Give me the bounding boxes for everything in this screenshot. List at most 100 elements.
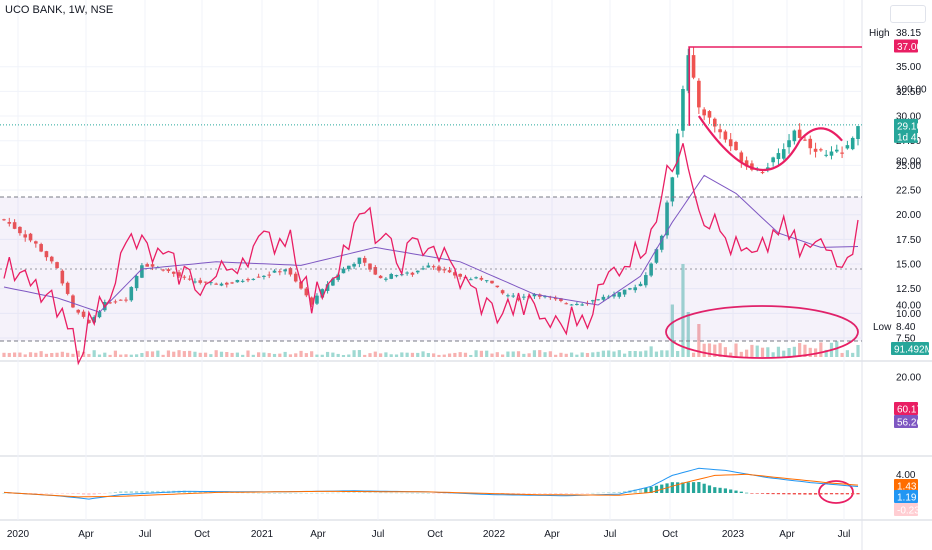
volume-bar: [373, 351, 377, 357]
volume-bar: [28, 352, 33, 357]
volume-bar: [320, 354, 324, 357]
volume-bar: [129, 354, 133, 357]
signal-tag-bg: [894, 479, 918, 492]
macd-histogram-bar: [262, 492, 266, 494]
candle-body: [490, 280, 494, 284]
volume-bar: [2, 352, 6, 357]
chart-settings-button[interactable]: [890, 5, 926, 23]
candle-body: [553, 297, 558, 300]
candle-body: [797, 129, 802, 138]
macd-histogram-bar: [310, 492, 314, 494]
macd-histogram-bar: [129, 491, 133, 493]
macd-histogram-bar: [416, 492, 420, 494]
candle-body: [2, 219, 6, 221]
rsi-ma-tag: 56.26: [897, 418, 922, 429]
candle-body: [150, 264, 155, 267]
macd-histogram-bar: [92, 493, 96, 495]
volume-bar: [585, 352, 590, 357]
candle-body: [357, 257, 362, 264]
volume-bar: [283, 351, 287, 357]
rsi-pane: [0, 143, 862, 366]
price-tick-label: 20.00: [896, 210, 921, 221]
candle-body: [670, 177, 675, 202]
macd-histogram-bar: [299, 492, 303, 494]
macd-histogram-bar: [697, 482, 701, 493]
macd-histogram-bar: [803, 493, 807, 495]
signal-line: [3, 473, 859, 498]
resistance-tag-bg: [894, 39, 918, 53]
volume-bar: [808, 347, 812, 357]
candle-body: [776, 153, 781, 160]
volume-bar: [601, 350, 605, 357]
candle-body: [198, 280, 203, 283]
time-tick-label: Oct: [427, 529, 443, 540]
candle-body: [750, 163, 754, 170]
macd-histogram-bar: [257, 492, 261, 494]
time-tick-label: 2022: [483, 529, 506, 540]
macd-histogram-bar: [389, 492, 393, 494]
volume-bar: [776, 346, 781, 357]
volume-bar: [745, 349, 749, 357]
candle-body: [49, 256, 54, 262]
candle-body: [293, 273, 298, 282]
volume-bar: [336, 353, 340, 357]
volume-bar: [23, 354, 27, 357]
macd-histogram-bar: [50, 493, 54, 494]
volume-bar: [379, 353, 383, 357]
macd-histogram-bar: [745, 492, 749, 494]
macd-histogram-bar: [691, 482, 696, 493]
macd-histogram-bar: [272, 492, 277, 494]
macd-histogram-bar: [819, 493, 823, 495]
volume-bar: [633, 350, 637, 357]
candle-body: [415, 270, 420, 273]
volume-bar: [172, 351, 176, 357]
volume-bar: [739, 351, 743, 357]
high-label: High: [869, 28, 890, 39]
macd-histogram-bar: [543, 493, 547, 494]
macd-histogram-bar: [686, 482, 690, 493]
candle-body: [92, 316, 96, 323]
volume-bar: [39, 351, 43, 357]
volume-bar: [750, 344, 754, 357]
volume-bar: [7, 352, 11, 357]
volume-bar: [113, 350, 117, 357]
volume-bar: [257, 352, 261, 357]
time-tick-label: Jul: [604, 529, 617, 540]
candle-body: [145, 264, 150, 267]
candle-body: [575, 303, 579, 306]
volume-bar: [156, 350, 160, 357]
macd-histogram-bar: [442, 493, 446, 494]
macd-histogram-bar: [787, 493, 791, 495]
candle-body: [691, 55, 696, 78]
volume-bar: [787, 347, 791, 357]
macd-histogram-bar: [347, 492, 351, 493]
macd-histogram-bar: [28, 493, 33, 494]
macd-histogram-bar: [241, 492, 245, 494]
price-tick-label: 15.00: [896, 260, 921, 271]
histogram-tag-bg: [894, 503, 918, 516]
volume-bar: [203, 352, 208, 357]
volume-bar: [325, 351, 330, 357]
volume-bar: [341, 354, 346, 357]
macd-histogram-bar: [813, 493, 818, 495]
macd-histogram-bar: [760, 493, 765, 494]
candle-body: [516, 298, 521, 300]
time-tick-label: 2023: [722, 529, 745, 540]
candle-body: [543, 296, 547, 298]
candle-body: [193, 281, 197, 283]
candle-body: [474, 277, 478, 279]
candle-body: [262, 275, 266, 277]
volume-bar: [856, 344, 860, 357]
macd-histogram-bar: [315, 492, 319, 494]
volume-bar: [479, 350, 483, 357]
volume-bar: [824, 349, 828, 357]
volume-bar: [474, 350, 478, 357]
candle-body: [140, 265, 144, 278]
volume-bar: [299, 350, 303, 357]
volume-bar: [363, 354, 367, 357]
candle-body: [240, 280, 245, 282]
candle-body: [87, 320, 91, 324]
candle-body: [845, 145, 850, 149]
volume-bar: [676, 350, 680, 357]
